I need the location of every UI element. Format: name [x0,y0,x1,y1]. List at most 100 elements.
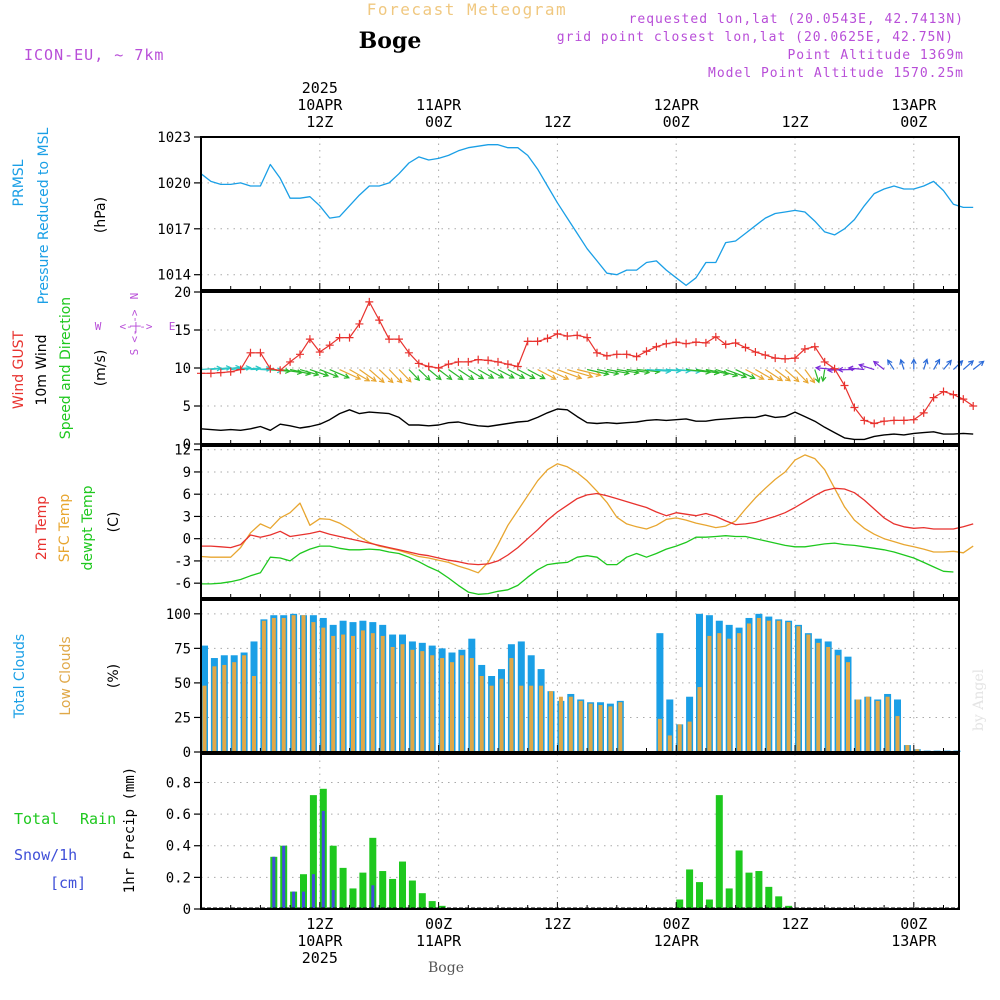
top-time-label: 12APR [654,96,700,114]
wind-gust-point [296,350,304,359]
clouds-ytick-label: 25 [174,710,191,726]
wind-vector-arrow [735,368,756,380]
low-cloud-bar [459,655,464,752]
wind-direction-arrows [200,358,985,384]
wind-gust-point [553,329,562,338]
wind-vector-head [313,370,320,377]
precip-label-total: Total [14,810,59,828]
wind-vector-head [809,377,816,384]
wind-vector-head [498,373,505,379]
wind-ylabel: Wind GUST 10m Wind Speed and Direction (… [11,297,109,439]
wind-vector-shaft [804,369,815,383]
precip-label-rain: Rain [80,810,116,828]
wind-gust-point [276,366,285,375]
top-time-label: 00Z [425,113,452,131]
temperature-ytick-label: 6 [183,487,191,503]
wind-vector-head [468,374,475,381]
bottom-time-label: 12APR [654,932,700,950]
wind-vector-head [777,375,784,382]
low-cloud-bar [885,696,890,752]
wind-gust-point [810,342,819,351]
snow-bar [272,856,276,909]
wind-vector-shaft [368,369,385,383]
low-cloud-bar [855,699,860,752]
low-cloud-bar [529,685,534,752]
wind-gust-point [969,402,978,410]
low-cloud-bar [549,691,553,752]
wind-vector-shaft [438,369,452,380]
precip-frame [200,753,960,910]
rain-bar [428,901,436,909]
dewpoint-line [201,535,954,595]
top-time-label: 12Z [544,113,571,131]
wind-gust-point [305,335,314,344]
low-cloud-bar [836,655,841,752]
low-cloud-bar [756,617,761,752]
wind-gust-point [424,362,433,371]
wind-gust-point [573,331,582,340]
wind-vector-head [508,373,515,379]
low-cloud-bar [717,633,722,752]
wind-vector-shaft [606,368,629,375]
wind-gust-point [741,343,750,352]
precip-ytick-label: 0.2 [166,870,191,886]
rain-bar [676,899,684,909]
wind-gust-point [870,419,879,428]
bottom-time-label: 10APR [297,932,343,950]
wind-vector-shaft [319,368,339,378]
wind-gust-point [652,342,661,351]
snow-bar [321,810,325,909]
wind-gust-point [236,365,245,374]
compass-arrow-horizontal: <-|-> [119,320,152,333]
top-time-label: 12Z [306,113,333,131]
wind-vector-arrow [349,368,371,382]
wind-vector-shaft [962,360,974,370]
low-cloud-bar [370,633,375,752]
top-time-label: 2025 [302,79,338,97]
wind-vector-shaft [764,369,783,382]
wind-vector-head [847,365,854,372]
temperature-ytick-label: -6 [174,576,191,592]
precip-unit: 1hr Precip (mm) [122,767,138,893]
bottom-time-label: 12Z [781,915,808,933]
snow-bar [331,890,335,909]
wind-vector-arrow [962,360,975,370]
wind-gust-point [701,338,710,347]
total-cloud-bar [656,633,664,752]
wind-vector-shaft [557,368,582,379]
low-cloud-bar [816,642,821,752]
wind-gust-point [226,367,235,376]
low-cloud-bar [747,623,751,752]
wind-vector-arrow [933,358,941,370]
rain-bar [369,837,377,909]
wind-vector-shaft [448,369,463,380]
wind-vector-head [820,376,827,383]
low-cloud-bar [469,658,474,752]
sfc-temp-line [200,454,974,574]
wind-gust-point [622,350,631,359]
wind-gust-point [286,357,295,366]
precip-y-ticks: 0 0.2 0.4 0.6 0.8 [166,775,201,918]
station-title: Boge [359,28,422,54]
wind-gust-point [474,355,483,364]
low-cloud-bar [301,615,306,752]
low-cloud-bar [321,627,326,752]
clouds-minor-ticks [200,745,944,752]
wind-vector-arrow [408,369,421,382]
wind-vector-arrow [943,359,952,370]
wind-vector-arrow [547,368,570,381]
clouds-y-ticks: 0 25 50 75 100 [166,607,201,761]
wind-gust-point [711,332,720,341]
rain-bar [438,905,446,909]
clouds-ytick-label: 0 [183,745,191,761]
wind-vector-shaft [349,368,370,382]
pressure-plot-area [201,137,959,290]
rain-bar [755,871,763,909]
temp-ylabel-line-1: 2m Temp [34,496,50,560]
wind-vector-arrow [764,369,784,382]
low-cloud-bar [479,676,484,752]
wind-vector-shaft [873,361,885,370]
wind-gust-point [335,333,344,342]
wind-compass: N <-|-> S W <-|-> E [95,293,176,356]
